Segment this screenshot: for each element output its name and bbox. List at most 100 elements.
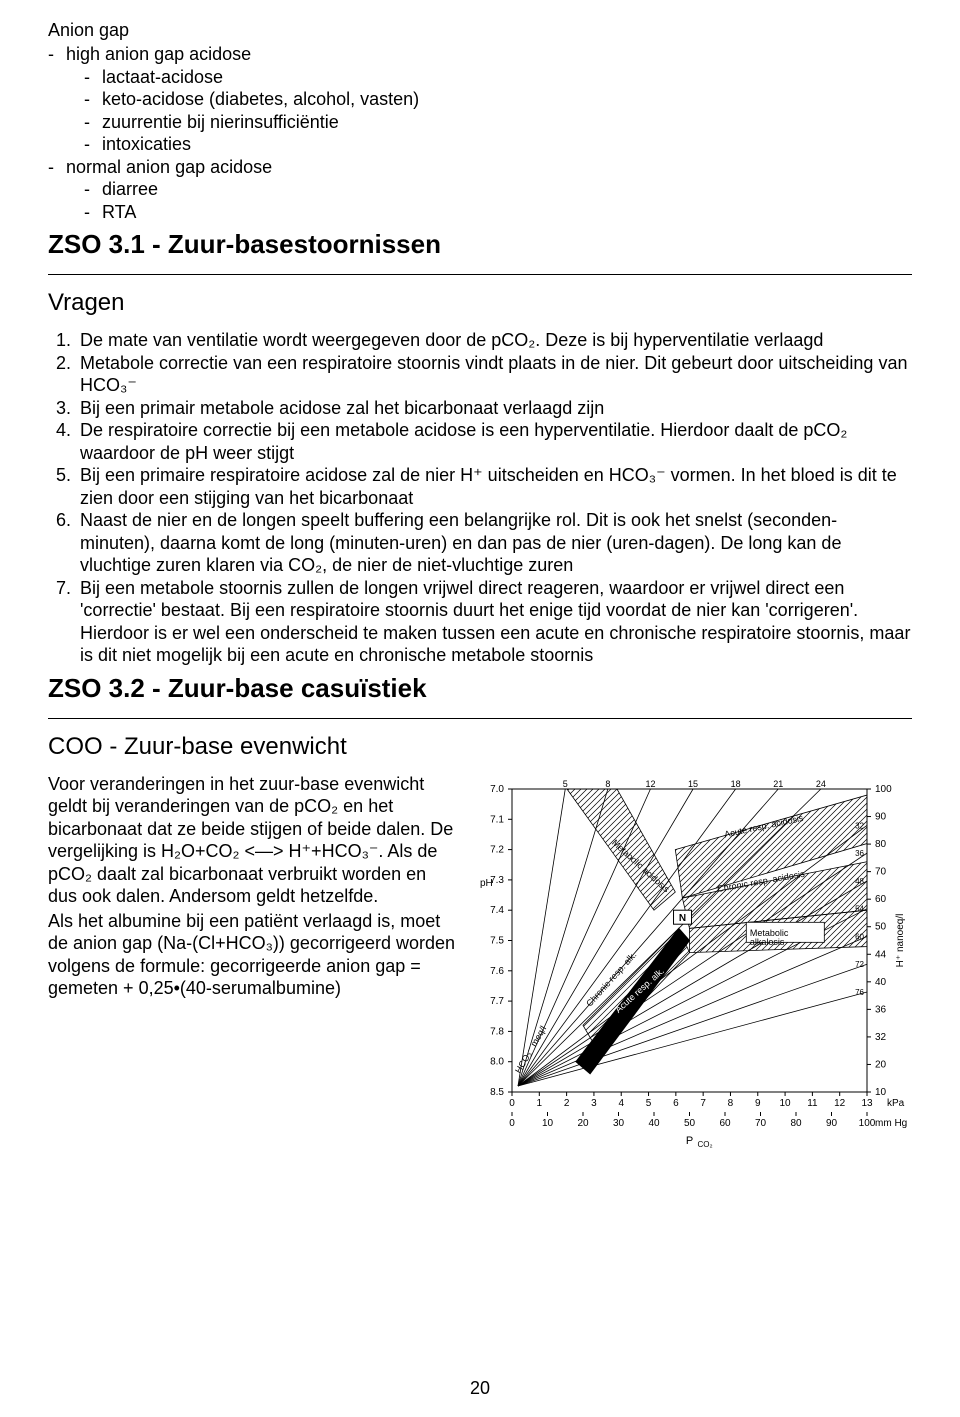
svg-text:3: 3 (591, 1098, 597, 1109)
svg-text:36: 36 (855, 849, 864, 858)
svg-text:7.6: 7.6 (490, 965, 504, 976)
svg-text:10: 10 (780, 1098, 792, 1109)
svg-text:0: 0 (509, 1098, 515, 1109)
svg-text:80: 80 (790, 1118, 802, 1129)
svg-text:30: 30 (613, 1118, 625, 1129)
svg-text:24: 24 (816, 779, 826, 789)
list-item-text: Bij een metabole stoornis zullen de long… (80, 578, 910, 666)
list-item-text: Naast de nier en de longen speelt buffer… (80, 510, 841, 575)
list-item: RTA (84, 201, 912, 224)
divider (48, 718, 912, 719)
list-item: keto-acidose (diabetes, alcohol, vasten) (84, 88, 912, 111)
svg-text:76: 76 (855, 988, 864, 997)
svg-text:32: 32 (875, 1031, 887, 1042)
heading-zso31: ZSO 3.1 - Zuur-basestoornissen (48, 229, 912, 260)
list-item: high anion gap acidose lactaat-acidose k… (48, 43, 912, 156)
list-item-label: lactaat-acidose (102, 67, 223, 87)
svg-text:mm Hg: mm Hg (875, 1118, 907, 1129)
list-item: Naast de nier en de longen speelt buffer… (76, 509, 912, 577)
svg-text:7.5: 7.5 (490, 935, 504, 946)
svg-text:44: 44 (875, 949, 887, 960)
svg-text:8.5: 8.5 (490, 1087, 504, 1098)
list-item: lactaat-acidose (84, 66, 912, 89)
svg-text:kPa: kPa (887, 1098, 905, 1109)
svg-text:60: 60 (875, 894, 887, 905)
list-item-label: intoxicaties (102, 134, 191, 154)
svg-text:N: N (679, 913, 686, 924)
list-item: normal anion gap acidose diarree RTA (48, 156, 912, 224)
svg-text:21: 21 (773, 779, 783, 789)
svg-text:18: 18 (731, 779, 741, 789)
svg-text:72: 72 (855, 960, 864, 969)
list-item-label: RTA (102, 202, 136, 222)
svg-text:9: 9 (755, 1098, 761, 1109)
list-item: Metabole correctie van een respiratoire … (76, 352, 912, 397)
svg-text:8.0: 8.0 (490, 1056, 504, 1067)
svg-text:1: 1 (537, 1098, 543, 1109)
svg-text:2: 2 (564, 1098, 570, 1109)
svg-text:10: 10 (542, 1118, 554, 1129)
svg-text:CO₂: CO₂ (698, 1140, 713, 1149)
svg-text:pH: pH (480, 877, 493, 888)
list-item-label: diarree (102, 179, 158, 199)
anion-gap-list: high anion gap acidose lactaat-acidose k… (48, 43, 912, 223)
svg-text:8: 8 (605, 779, 610, 789)
subheading-vragen: Vragen (48, 289, 912, 317)
svg-text:7.4: 7.4 (490, 905, 504, 916)
svg-text:50: 50 (875, 921, 887, 932)
list-item: intoxicaties (84, 133, 912, 156)
list-item-text: De respiratoire correctie bij een metabo… (80, 420, 847, 463)
svg-text:40: 40 (875, 976, 887, 987)
list-item-label: high anion gap acidose (66, 44, 251, 64)
svg-text:0: 0 (509, 1118, 515, 1129)
list-item-label: zuurrentie bij nierinsufficiëntie (102, 112, 339, 132)
svg-text:100: 100 (859, 1118, 876, 1129)
acid-base-nomogram-chart: 012345678910111213kPa0102030405060708090… (467, 777, 912, 1157)
list-item-text: Bij een primair metabole acidose zal het… (80, 398, 604, 418)
svg-text:50: 50 (684, 1118, 696, 1129)
svg-text:90: 90 (826, 1118, 838, 1129)
svg-text:20: 20 (577, 1118, 589, 1129)
svg-text:P: P (686, 1135, 693, 1147)
svg-text:90: 90 (875, 811, 887, 822)
heading-zso32: ZSO 3.2 - Zuur-base casuïstiek (48, 673, 912, 704)
list-item: De mate van ventilatie wordt weergegeven… (76, 329, 912, 352)
svg-text:7.0: 7.0 (490, 784, 504, 795)
list-item-text: De mate van ventilatie wordt weergegeven… (80, 330, 823, 350)
list-item: Bij een metabole stoornis zullen de long… (76, 577, 912, 667)
svg-text:alkalosis: alkalosis (750, 937, 785, 947)
list-item: zuurrentie bij nierinsufficiëntie (84, 111, 912, 134)
svg-text:H⁺ nanoeq/l: H⁺ nanoeq/l (895, 913, 906, 967)
svg-text:15: 15 (688, 779, 698, 789)
list-item: Bij een primaire respiratoire acidose za… (76, 464, 912, 509)
section-title-anion-gap: Anion gap (48, 20, 912, 41)
svg-text:7.7: 7.7 (490, 996, 504, 1007)
svg-text:20: 20 (875, 1059, 887, 1070)
svg-text:70: 70 (755, 1118, 767, 1129)
svg-text:10: 10 (875, 1087, 887, 1098)
list-item-label: keto-acidose (diabetes, alcohol, vasten) (102, 89, 419, 109)
vragen-list: De mate van ventilatie wordt weergegeven… (48, 329, 912, 667)
list-item: De respiratoire correctie bij een metabo… (76, 419, 912, 464)
svg-text:11: 11 (807, 1098, 818, 1109)
svg-text:100: 100 (875, 784, 892, 795)
svg-text:6: 6 (673, 1098, 679, 1109)
svg-text:4: 4 (618, 1098, 624, 1109)
svg-text:80: 80 (875, 839, 887, 850)
svg-text:7: 7 (700, 1098, 706, 1109)
list-item-text: Metabole correctie van een respiratoire … (80, 353, 907, 396)
svg-text:7.2: 7.2 (490, 844, 504, 855)
svg-text:12: 12 (834, 1098, 846, 1109)
svg-text:70: 70 (875, 866, 887, 877)
svg-text:40: 40 (648, 1118, 660, 1129)
svg-text:7.1: 7.1 (490, 814, 504, 825)
divider (48, 274, 912, 275)
list-item-label: normal anion gap acidose (66, 157, 272, 177)
svg-text:12: 12 (645, 779, 655, 789)
svg-text:7.8: 7.8 (490, 1026, 504, 1037)
list-item-text: Bij een primaire respiratoire acidose za… (80, 465, 897, 508)
svg-text:5: 5 (563, 779, 568, 789)
subheading-coo: COO - Zuur-base evenwicht (48, 733, 912, 761)
svg-text:5: 5 (646, 1098, 652, 1109)
svg-text:13: 13 (861, 1098, 873, 1109)
